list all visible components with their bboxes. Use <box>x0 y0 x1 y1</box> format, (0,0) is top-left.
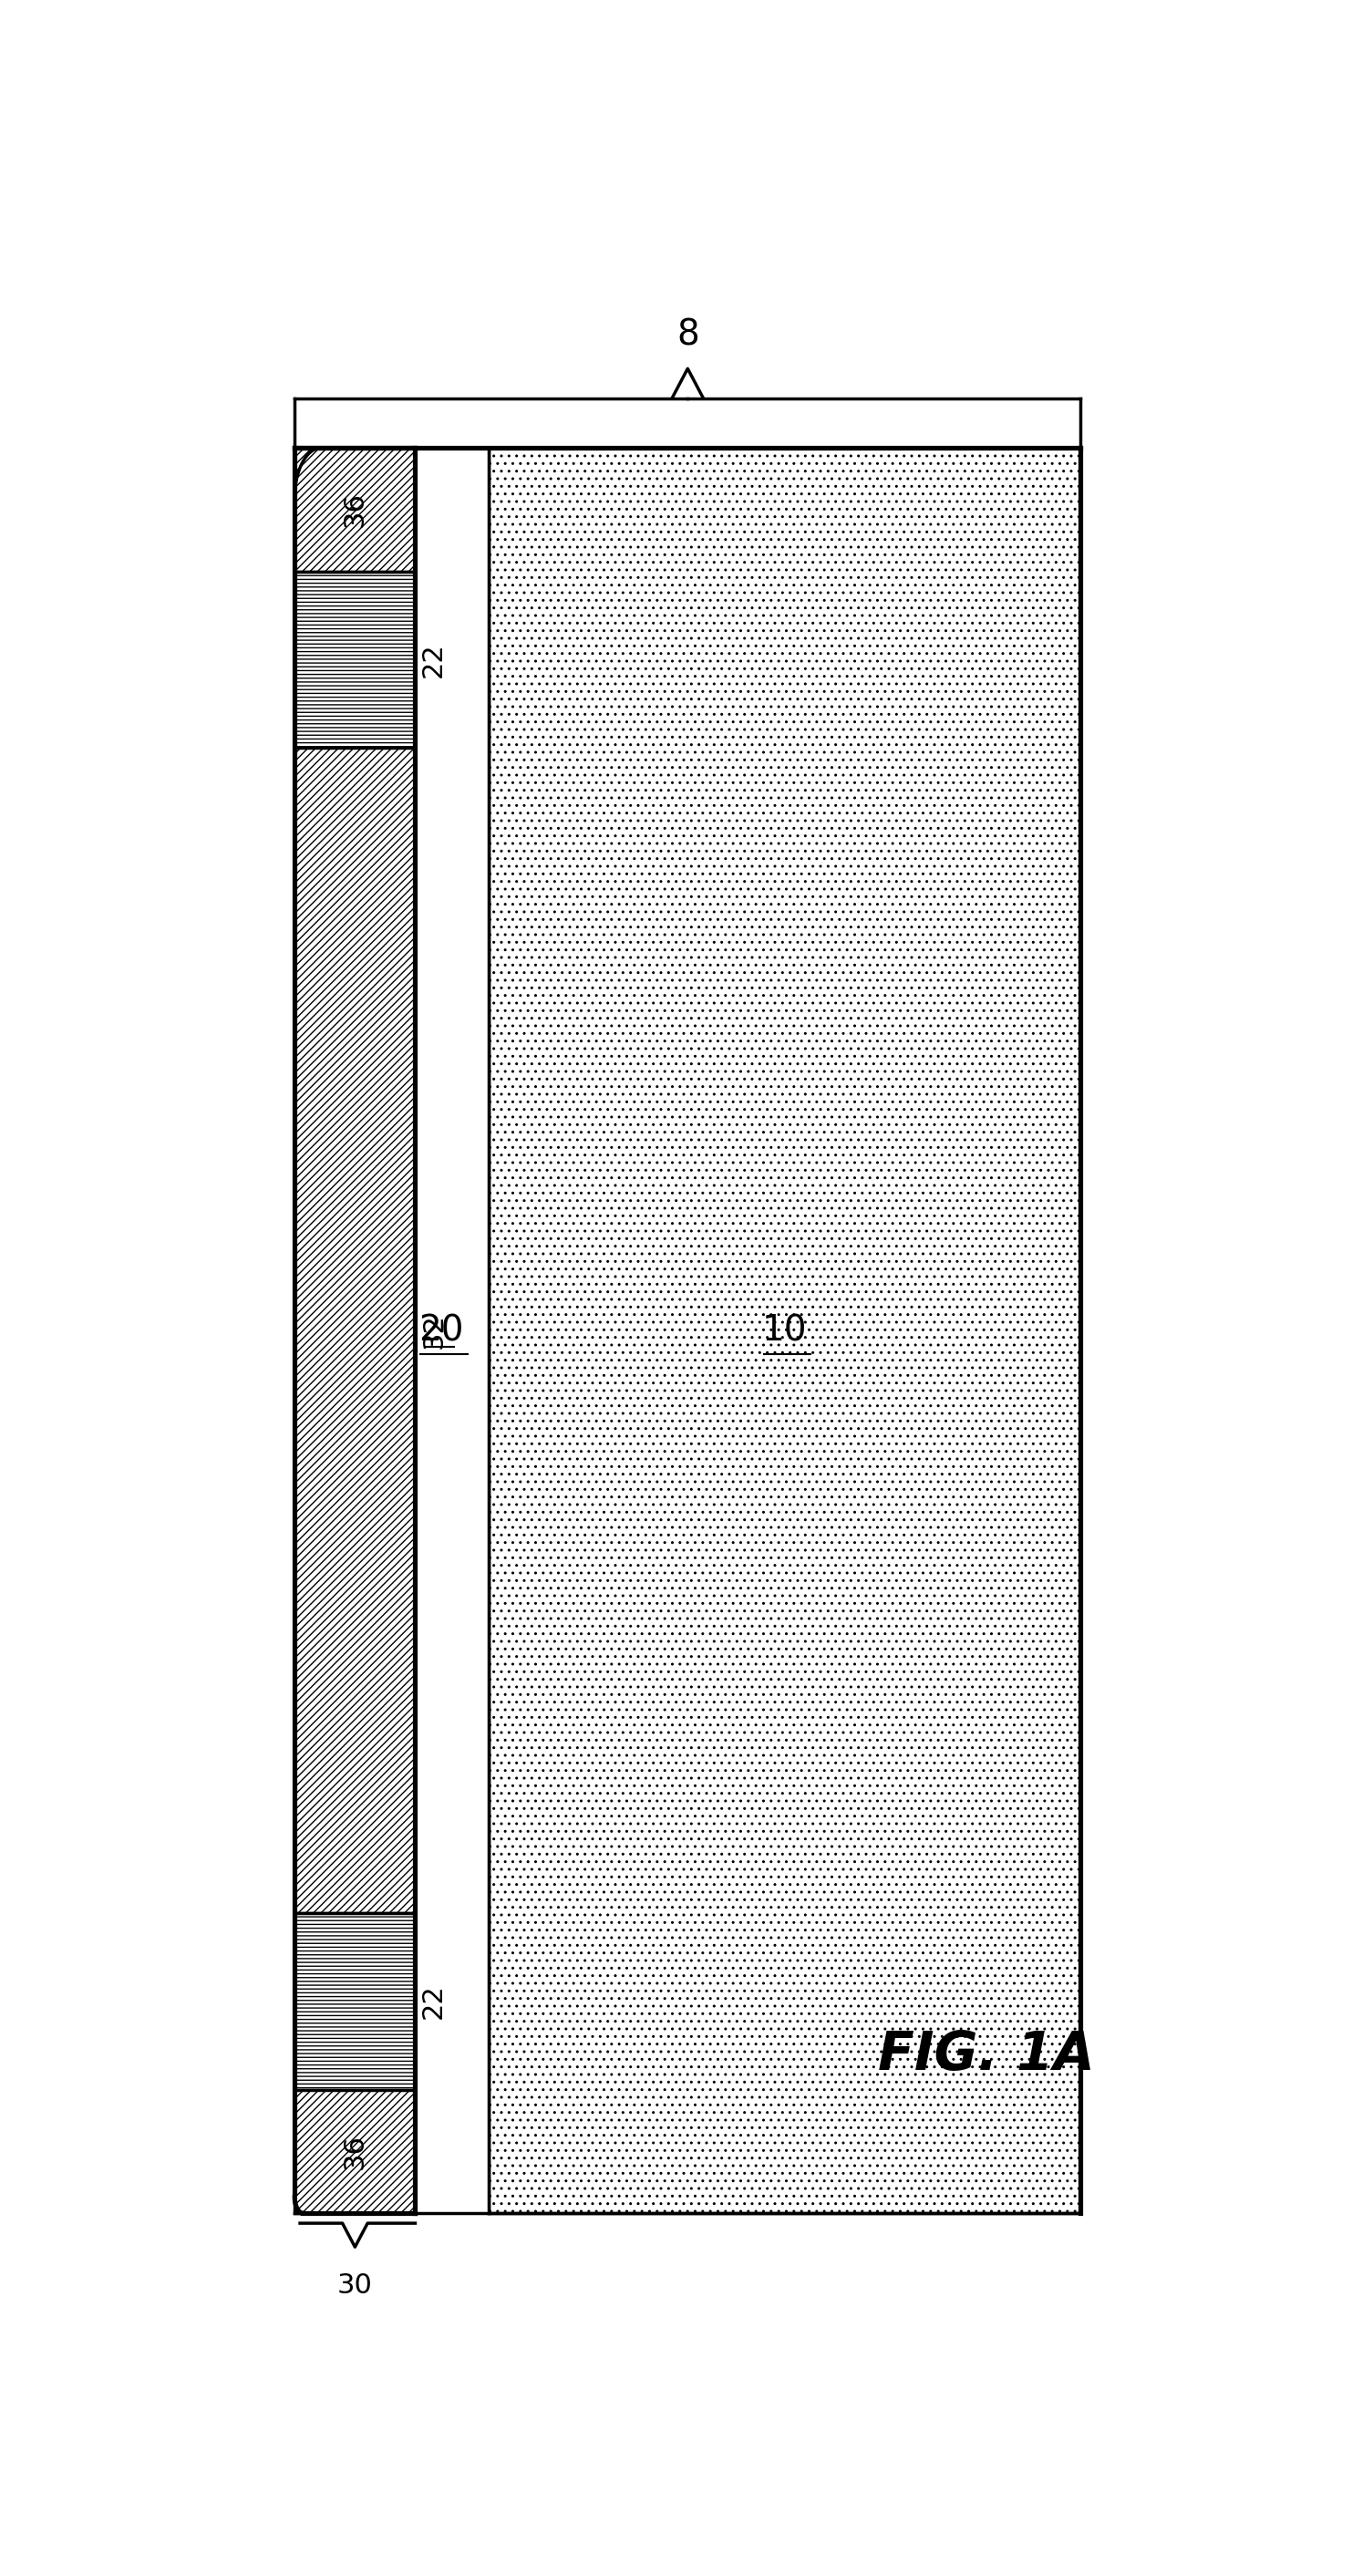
Text: 8: 8 <box>676 317 699 353</box>
Text: 32: 32 <box>420 1314 448 1347</box>
Bar <box>295 572 415 747</box>
Bar <box>295 1914 415 2089</box>
Bar <box>295 448 415 572</box>
Bar <box>415 448 488 2213</box>
Text: 22: 22 <box>420 1984 448 2020</box>
Text: FIG. 1A: FIG. 1A <box>877 2030 1095 2081</box>
Text: 36: 36 <box>342 492 368 528</box>
Text: 10: 10 <box>763 1314 807 1347</box>
Text: 36: 36 <box>342 2133 368 2169</box>
Bar <box>488 448 1080 2213</box>
Text: 20: 20 <box>419 1314 464 1347</box>
Bar <box>295 747 415 1914</box>
Text: 30: 30 <box>337 2272 373 2300</box>
Bar <box>295 2089 415 2213</box>
Text: 22: 22 <box>420 641 448 677</box>
